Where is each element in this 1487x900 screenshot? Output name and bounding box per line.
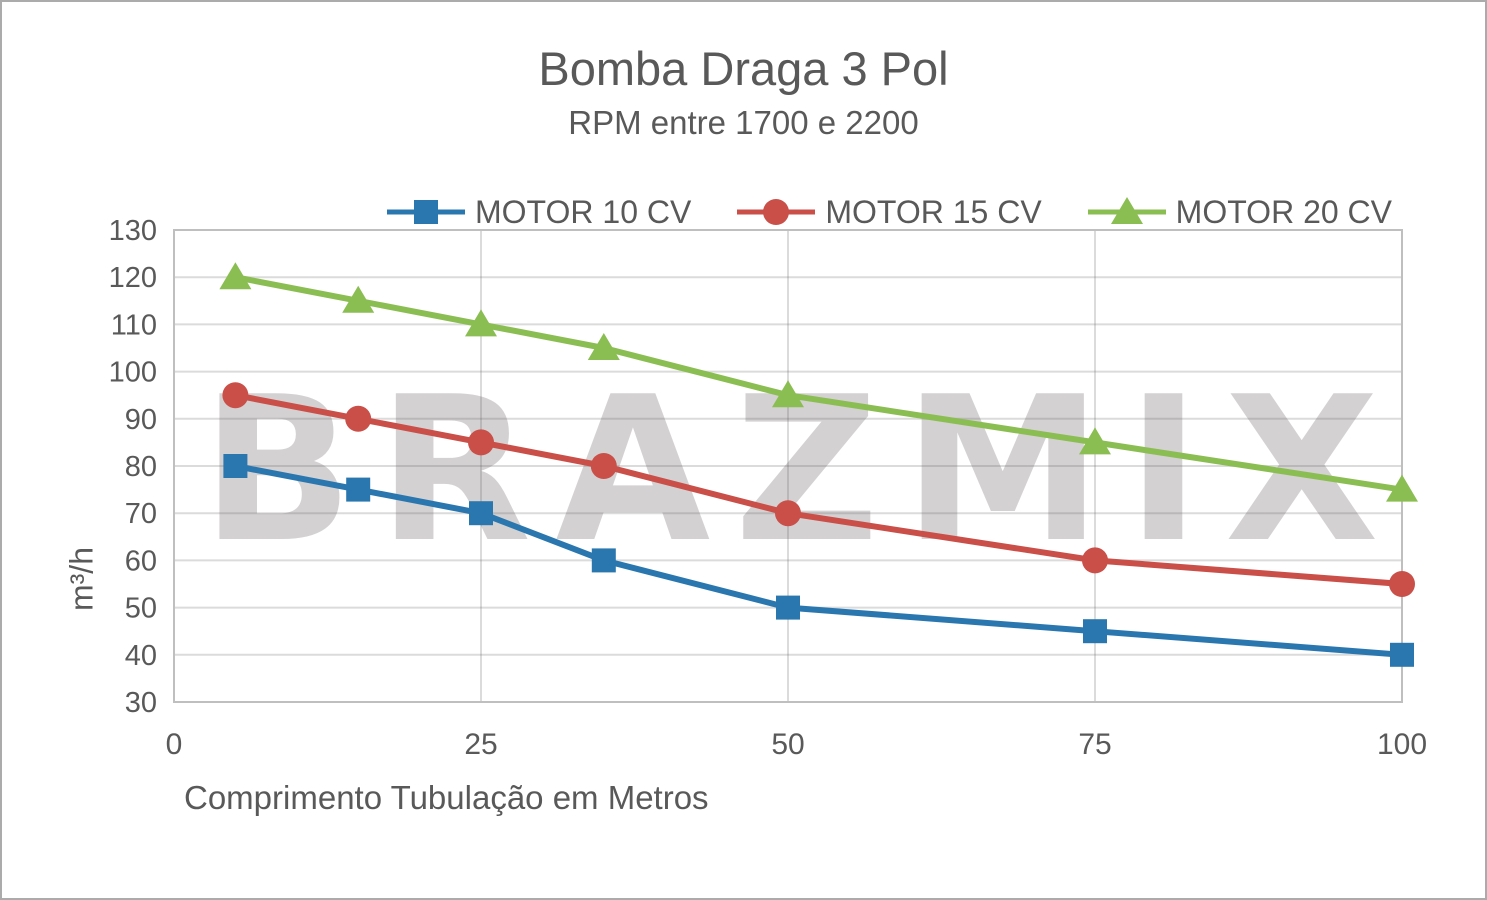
legend-item-motor-15-cv: MOTOR 15 CV [737, 193, 1042, 231]
y-tick-label: 60 [125, 545, 157, 577]
series-marker-circle [1389, 571, 1415, 597]
series-marker-square [591, 548, 616, 573]
series-marker-circle [763, 199, 790, 225]
series-marker-circle [775, 500, 801, 527]
series-marker-triangle [1110, 197, 1143, 224]
series-marker-triangle [1079, 427, 1111, 455]
legend-square-marker-icon [387, 200, 465, 224]
x-tick-label: 100 [1377, 728, 1427, 761]
x-axis-title: Comprimento Tubulação em Metros [184, 779, 709, 816]
series-marker-circle [222, 382, 249, 409]
y-tick-label: 100 [109, 357, 157, 389]
series-motor-10-cv [223, 454, 1414, 667]
legend-triangle-marker-icon [1087, 197, 1166, 224]
legend-label: MOTOR 10 CV [475, 193, 692, 230]
series-marker-square [346, 477, 371, 502]
legend-item-motor-20-cv: MOTOR 20 CV [1087, 193, 1392, 231]
series-marker-triangle [219, 262, 252, 290]
series-marker-square [1083, 619, 1107, 644]
x-tick-label: 0 [166, 728, 183, 761]
plot-border [173, 229, 1403, 703]
chart-subtitle: RPM entre 1700 e 2200 [568, 104, 919, 141]
y-tick-label: 130 [109, 215, 157, 247]
series-marker-square [469, 501, 493, 526]
chart-title: Bomba Draga 3 Pol [538, 42, 949, 95]
series-marker-circle [468, 429, 494, 456]
series-marker-circle [1082, 547, 1108, 574]
y-tick-label: 50 [125, 593, 157, 625]
y-axis-title: m³/h [63, 547, 100, 611]
series-motor-20-cv [219, 262, 1418, 502]
legend-item-motor-10-cv: MOTOR 10 CV [387, 194, 691, 231]
x-tick-label: 75 [1078, 728, 1111, 761]
y-tick-label: 110 [111, 309, 157, 341]
y-tick-label: 70 [125, 498, 157, 530]
series-marker-circle [345, 405, 372, 432]
series-marker-triangle [465, 309, 497, 337]
series-marker-triangle [1386, 474, 1418, 502]
series-marker-square [223, 454, 248, 478]
series-marker-circle [590, 453, 617, 479]
y-tick-label: 120 [109, 262, 157, 294]
y-tick-label: 30 [125, 687, 157, 719]
legend-label: MOTOR 20 CV [1175, 193, 1392, 230]
x-tick-label: 25 [464, 728, 497, 761]
x-tick-label: 50 [771, 728, 804, 761]
y-tick-label: 80 [125, 451, 157, 483]
series-marker-triangle [772, 380, 804, 408]
series-marker-triangle [342, 285, 375, 313]
series-marker-square [1390, 642, 1414, 667]
watermark: BRAZMIX [201, 354, 1403, 587]
series-marker-square [414, 200, 438, 224]
series-marker-triangle [587, 333, 620, 360]
legend: MOTOR 10 CV MOTOR 15 CV MOTOR 20 CV [387, 190, 1392, 234]
legend-circle-marker-icon [737, 199, 816, 225]
series-motor-15-cv [222, 382, 1415, 597]
series-marker-square [776, 595, 800, 620]
y-tick-label: 40 [125, 640, 157, 672]
legend-label: MOTOR 15 CV [825, 193, 1042, 230]
y-tick-label: 90 [125, 404, 157, 436]
